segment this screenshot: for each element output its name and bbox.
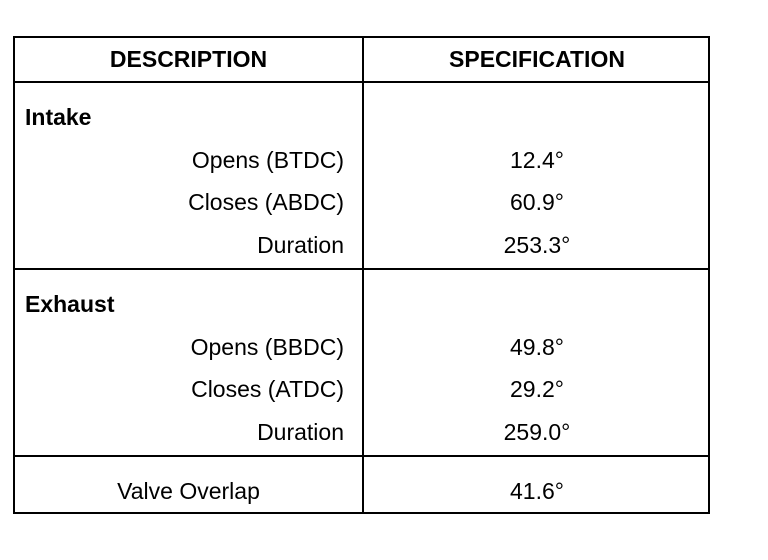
exhaust-closes-value: 29.2° [510, 376, 564, 402]
section-divider [15, 268, 708, 270]
column-divider [362, 38, 364, 512]
section-divider [15, 455, 708, 457]
intake-title: Intake [25, 104, 92, 130]
intake-closes-label: Closes (ABDC) [188, 189, 344, 215]
header-description: DESCRIPTION [109, 46, 268, 72]
exhaust-duration-value: 259.0° [503, 419, 571, 445]
valve-overlap-label: Valve Overlap [117, 478, 260, 504]
header-specification: SPECIFICATION [449, 46, 625, 72]
intake-opens-label: Opens (BTDC) [191, 147, 344, 173]
intake-closes-value: 60.9° [510, 189, 564, 215]
exhaust-opens-label: Opens (BBDC) [190, 334, 344, 360]
intake-opens-value: 12.4° [510, 147, 564, 173]
exhaust-duration-label: Duration [257, 419, 344, 445]
intake-duration-value: 253.3° [503, 232, 571, 258]
exhaust-opens-value: 49.8° [510, 334, 564, 360]
valve-overlap-value: 41.6° [510, 478, 564, 504]
valve-timing-table: DESCRIPTION SPECIFICATION Intake Opens (… [13, 36, 710, 514]
exhaust-title: Exhaust [25, 291, 115, 317]
header-divider [15, 81, 708, 83]
exhaust-closes-label: Closes (ATDC) [191, 376, 344, 402]
intake-duration-label: Duration [257, 232, 344, 258]
